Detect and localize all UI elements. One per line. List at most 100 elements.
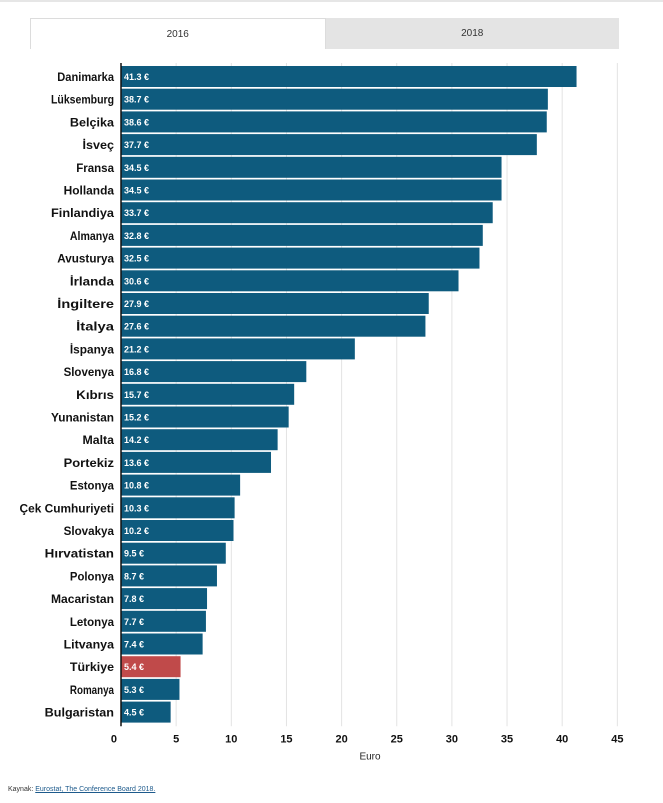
x-tick-label: 45 <box>611 733 623 745</box>
bar[interactable] <box>121 66 577 87</box>
category-label: Slovakya <box>64 524 115 538</box>
top-divider <box>0 0 663 2</box>
data-label: 16.8 € <box>124 367 149 377</box>
data-label: 38.7 € <box>124 95 149 105</box>
data-label: 7.7 € <box>124 617 144 627</box>
bar[interactable] <box>121 88 548 110</box>
x-tick-label: 20 <box>335 733 347 745</box>
bar[interactable] <box>121 520 234 541</box>
category-label: Türkiye <box>70 660 114 674</box>
data-label: 15.2 € <box>124 413 149 423</box>
data-label: 32.5 € <box>124 254 149 264</box>
bar[interactable] <box>121 270 459 292</box>
data-label: 7.8 € <box>124 594 144 604</box>
category-label: Belçika <box>70 115 114 129</box>
bar[interactable] <box>121 633 203 655</box>
year-tabs: 2016 2018 <box>30 18 619 49</box>
bar[interactable] <box>121 474 241 496</box>
bar[interactable] <box>121 588 208 610</box>
bar[interactable] <box>121 247 480 269</box>
bar[interactable] <box>121 338 355 360</box>
category-label: Çek Cumhuriyeti <box>20 501 115 515</box>
data-label: 27.9 € <box>124 299 149 309</box>
category-label: Macaristan <box>51 592 114 606</box>
tab-2016[interactable]: 2016 <box>30 18 326 49</box>
category-label: Lüksemburg <box>51 93 114 107</box>
tab-2018[interactable]: 2018 <box>325 18 619 49</box>
data-label: 10.8 € <box>124 481 149 491</box>
data-label: 33.7 € <box>124 208 149 218</box>
bar[interactable] <box>121 678 180 700</box>
bar[interactable] <box>121 656 181 678</box>
data-label: 10.3 € <box>124 503 149 513</box>
data-label: 5.4 € <box>124 662 144 672</box>
data-label: 14.2 € <box>124 435 149 445</box>
bar[interactable] <box>121 429 278 451</box>
category-label: Malta <box>83 433 115 447</box>
x-tick-label: 5 <box>173 733 179 745</box>
data-label: 27.6 € <box>124 322 149 332</box>
category-label: Litvanya <box>64 638 115 652</box>
bar[interactable] <box>121 610 206 632</box>
data-label: 7.4 € <box>124 640 144 650</box>
x-tick-label: 25 <box>391 733 403 745</box>
category-label: İngiltere <box>57 296 114 311</box>
category-label: Avusturya <box>57 252 114 266</box>
data-label: 21.2 € <box>124 344 149 354</box>
bar[interactable] <box>121 542 226 564</box>
bar[interactable] <box>121 134 537 156</box>
data-label: 34.5 € <box>124 163 149 173</box>
data-label: 37.7 € <box>124 140 149 150</box>
category-label: Letonya <box>70 615 114 629</box>
source-prefix: Kaynak: <box>8 786 34 793</box>
bar[interactable] <box>121 701 171 723</box>
bar[interactable] <box>121 565 217 587</box>
category-label: Yunanistan <box>51 411 114 425</box>
x-tick-label: 30 <box>446 733 458 745</box>
data-label: 41.3 € <box>124 72 149 82</box>
bar[interactable] <box>121 202 493 224</box>
category-label: Finlandiya <box>51 206 114 220</box>
category-label: İrlanda <box>70 273 114 288</box>
category-label: İtalya <box>76 319 114 334</box>
bar[interactable] <box>121 383 295 405</box>
bar[interactable] <box>121 361 307 383</box>
x-tick-label: 35 <box>501 733 513 745</box>
category-label: Almanya <box>70 229 114 243</box>
bar[interactable] <box>121 224 483 246</box>
data-label: 4.5 € <box>124 708 144 718</box>
data-label: 13.6 € <box>124 458 149 468</box>
data-label: 8.7 € <box>124 571 144 581</box>
data-label: 10.2 € <box>124 526 149 536</box>
x-tick-label: 40 <box>556 733 568 745</box>
data-label: 34.5 € <box>124 186 149 196</box>
category-label: Fransa <box>76 161 114 175</box>
bar[interactable] <box>121 179 502 201</box>
category-label: Estonya <box>70 479 114 493</box>
bar[interactable] <box>121 497 235 519</box>
category-label: Hırvatistan <box>45 547 114 561</box>
category-label: Slovenya <box>64 365 115 379</box>
data-label: 15.7 € <box>124 390 149 400</box>
x-tick-label: 10 <box>225 733 237 745</box>
data-label: 30.6 € <box>124 276 149 286</box>
bar[interactable] <box>121 293 429 314</box>
source-link[interactable]: Eurostat, The Conference Board 2018. <box>35 786 156 793</box>
source-note: Kaynak: Eurostat, The Conference Board 2… <box>8 786 155 793</box>
x-axis-label: Euro <box>359 751 381 762</box>
bar[interactable] <box>121 315 426 337</box>
bar[interactable] <box>121 451 272 473</box>
category-label: Danimarka <box>57 70 114 84</box>
category-label: Polonya <box>70 569 114 583</box>
bar[interactable] <box>121 406 289 428</box>
data-label: 5.3 € <box>124 685 144 695</box>
bar[interactable] <box>121 111 547 133</box>
data-label: 38.6 € <box>124 117 149 127</box>
category-label: Hollanda <box>64 184 115 198</box>
category-label: Portekiz <box>64 456 114 470</box>
x-tick-label: 0 <box>111 733 117 745</box>
category-label: İspanya <box>70 341 114 356</box>
data-label: 9.5 € <box>124 549 144 559</box>
bar[interactable] <box>121 156 502 178</box>
bar-chart: 41.3 € Danimarka 38.7 € Lüksemburg 38.6 € Bel… <box>20 63 623 762</box>
